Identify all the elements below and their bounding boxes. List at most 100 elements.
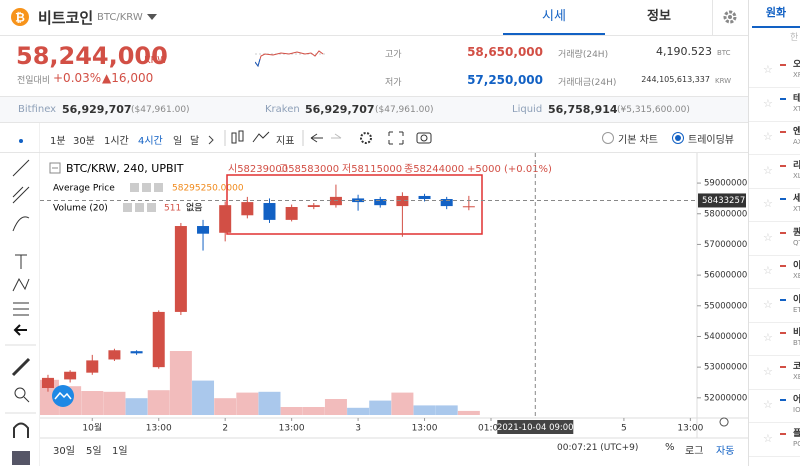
interval[interactable]: 1시간: [104, 136, 129, 147]
scale-option[interactable]: %: [665, 442, 675, 453]
volume-bar: [214, 398, 237, 415]
y-tick-label: 54000000: [704, 332, 747, 342]
star[interactable]: ☆: [763, 264, 773, 277]
coin-code: PO: [793, 439, 800, 448]
star[interactable]: ☆: [763, 297, 773, 311]
change-mark: [780, 131, 786, 133]
volume-bar: [147, 390, 170, 415]
y-tick-label: 55000000: [704, 301, 747, 311]
legend-change: +5000 (+0.01%): [467, 164, 552, 175]
range[interactable]: 1일: [112, 446, 128, 457]
coin-row[interactable]: ☆ 리 XL: [749, 155, 800, 189]
volume-bar: [324, 399, 347, 415]
range[interactable]: 5일: [86, 446, 102, 457]
stat-value: 4,190.523: [656, 45, 712, 58]
x-tick-label: 10월: [82, 422, 102, 434]
legend-ohlc: 고58583000: [279, 164, 339, 175]
change-label: 전일대비: [17, 76, 51, 86]
chart: BTC/KRW, 240, UPBIT 시58239000 고58583000 …: [40, 153, 748, 439]
interval[interactable]: 1분: [50, 136, 66, 147]
star[interactable]: ☆: [763, 230, 773, 244]
star[interactable]: ☆: [763, 197, 773, 210]
legend-volume-extra: 없음: [186, 203, 203, 214]
tab[interactable]: 정보: [647, 9, 671, 24]
star[interactable]: ☆: [763, 364, 773, 378]
coin-name: 테: [793, 93, 800, 104]
coin-name: 엔: [793, 127, 800, 137]
x-tick-label: 13:00: [412, 424, 438, 434]
legend-volume-value: 511: [164, 204, 181, 214]
exchange-foreign: ($47,961.00): [375, 105, 434, 115]
change-pct: +0.03%: [53, 71, 102, 85]
range[interactable]: 30일: [53, 446, 75, 457]
coin-row[interactable]: ☆ 폴 PO: [749, 423, 800, 457]
exchange-price: 56,929,707: [62, 103, 132, 116]
x-tick-label: 13:00: [677, 424, 703, 434]
chart-mode[interactable]: 기본 차트: [618, 135, 658, 146]
volume-bar: [413, 405, 436, 415]
coin-row[interactable]: ☆ 오XR: [749, 54, 800, 88]
candle-body: [418, 195, 431, 200]
coin-row[interactable]: ☆ 엔AX: [749, 121, 800, 155]
coin-row[interactable]: ☆ 테 XT: [749, 88, 800, 122]
star[interactable]: ☆: [763, 331, 773, 344]
interval[interactable]: 30분: [73, 136, 95, 147]
coin-code: BT: [793, 339, 800, 347]
x-tick-label: 01:00: [478, 424, 504, 434]
x-tick-label: 13:00: [279, 424, 305, 434]
divider: [0, 35, 748, 36]
candle-body: [86, 360, 99, 373]
star[interactable]: ☆: [763, 398, 773, 411]
star[interactable]: ☆: [763, 96, 773, 110]
exchange-foreign: ($47,961.00): [131, 105, 190, 115]
sidebar-tab[interactable]: 원화: [752, 0, 800, 28]
y-tick-label: 53000000: [704, 363, 747, 373]
scale-option[interactable]: 로그: [685, 446, 704, 457]
stat-label: 거래량(24H): [558, 50, 609, 60]
radio[interactable]: [601, 131, 615, 145]
x-tick-label: 5: [621, 424, 627, 434]
volume-bar: [435, 405, 458, 415]
interval[interactable]: 달: [190, 136, 200, 147]
search[interactable]: 한: [790, 33, 799, 43]
coin-row[interactable]: ☆ 퀀QT: [749, 222, 800, 256]
change-amount: ▲16,000: [102, 71, 154, 85]
coin-name: 이: [793, 261, 800, 271]
star[interactable]: ☆: [763, 130, 773, 143]
coin-row[interactable]: ☆ 비 BT: [749, 322, 800, 356]
chart-mode[interactable]: 트레이딩뷰: [688, 135, 734, 146]
coin-row[interactable]: ☆ 이XE: [749, 255, 800, 289]
interval[interactable]: 4시간: [138, 136, 163, 147]
coin-code: ET: [793, 305, 800, 314]
settings[interactable]: [722, 9, 738, 25]
coin-row[interactable]: ☆ 어 IO: [749, 389, 800, 423]
candle-body: [329, 196, 342, 206]
coin-row[interactable]: ☆ 이 ET: [749, 289, 800, 323]
coin-name: 리: [793, 160, 800, 171]
stat-label: 거래대금(24H): [558, 78, 617, 88]
scale-option[interactable]: 자동: [716, 446, 735, 457]
exchange-foreign: (¥5,315,600.00): [617, 105, 690, 115]
change-mark: [780, 198, 786, 200]
change-mark: [780, 432, 786, 435]
coin-row[interactable]: ☆ 코XE: [749, 356, 800, 390]
y-tick-label: 56000000: [704, 271, 747, 281]
interval[interactable]: 일: [173, 136, 183, 147]
radio[interactable]: [671, 131, 685, 145]
candle-body: [263, 203, 276, 220]
crosshair-x-tag: [497, 420, 574, 434]
indicator[interactable]: 지표: [276, 136, 295, 147]
dropdown[interactable]: [146, 13, 158, 21]
volume-bar: [369, 400, 392, 415]
candle-body: [152, 311, 165, 368]
star[interactable]: ☆: [763, 431, 773, 445]
legend-ohlc: 종58244000: [404, 163, 464, 175]
change-mark: [780, 164, 786, 167]
star[interactable]: ☆: [763, 63, 773, 76]
tab[interactable]: 시세: [503, 0, 605, 35]
coin-icon: ₿: [11, 8, 29, 26]
coin-row[interactable]: ☆ 세 XT: [749, 188, 800, 222]
star[interactable]: ☆: [763, 163, 773, 177]
stat-label: 고가: [385, 50, 402, 60]
mini-chart: [255, 50, 327, 68]
